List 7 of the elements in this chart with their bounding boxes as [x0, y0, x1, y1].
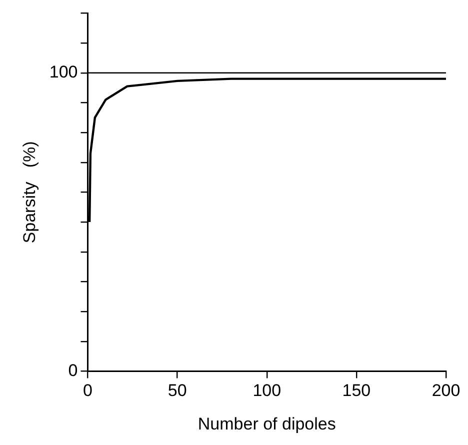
y-axis-title: Sparsity (%) [20, 141, 39, 244]
x-tick-label: 150 [342, 381, 371, 400]
x-axis-title: Number of dipoles [198, 414, 336, 434]
x-tick-label: 50 [168, 381, 187, 400]
x-tick-label: 0 [83, 381, 92, 400]
x-tick-label: 100 [252, 381, 282, 400]
x-tick-label: 200 [432, 381, 460, 400]
